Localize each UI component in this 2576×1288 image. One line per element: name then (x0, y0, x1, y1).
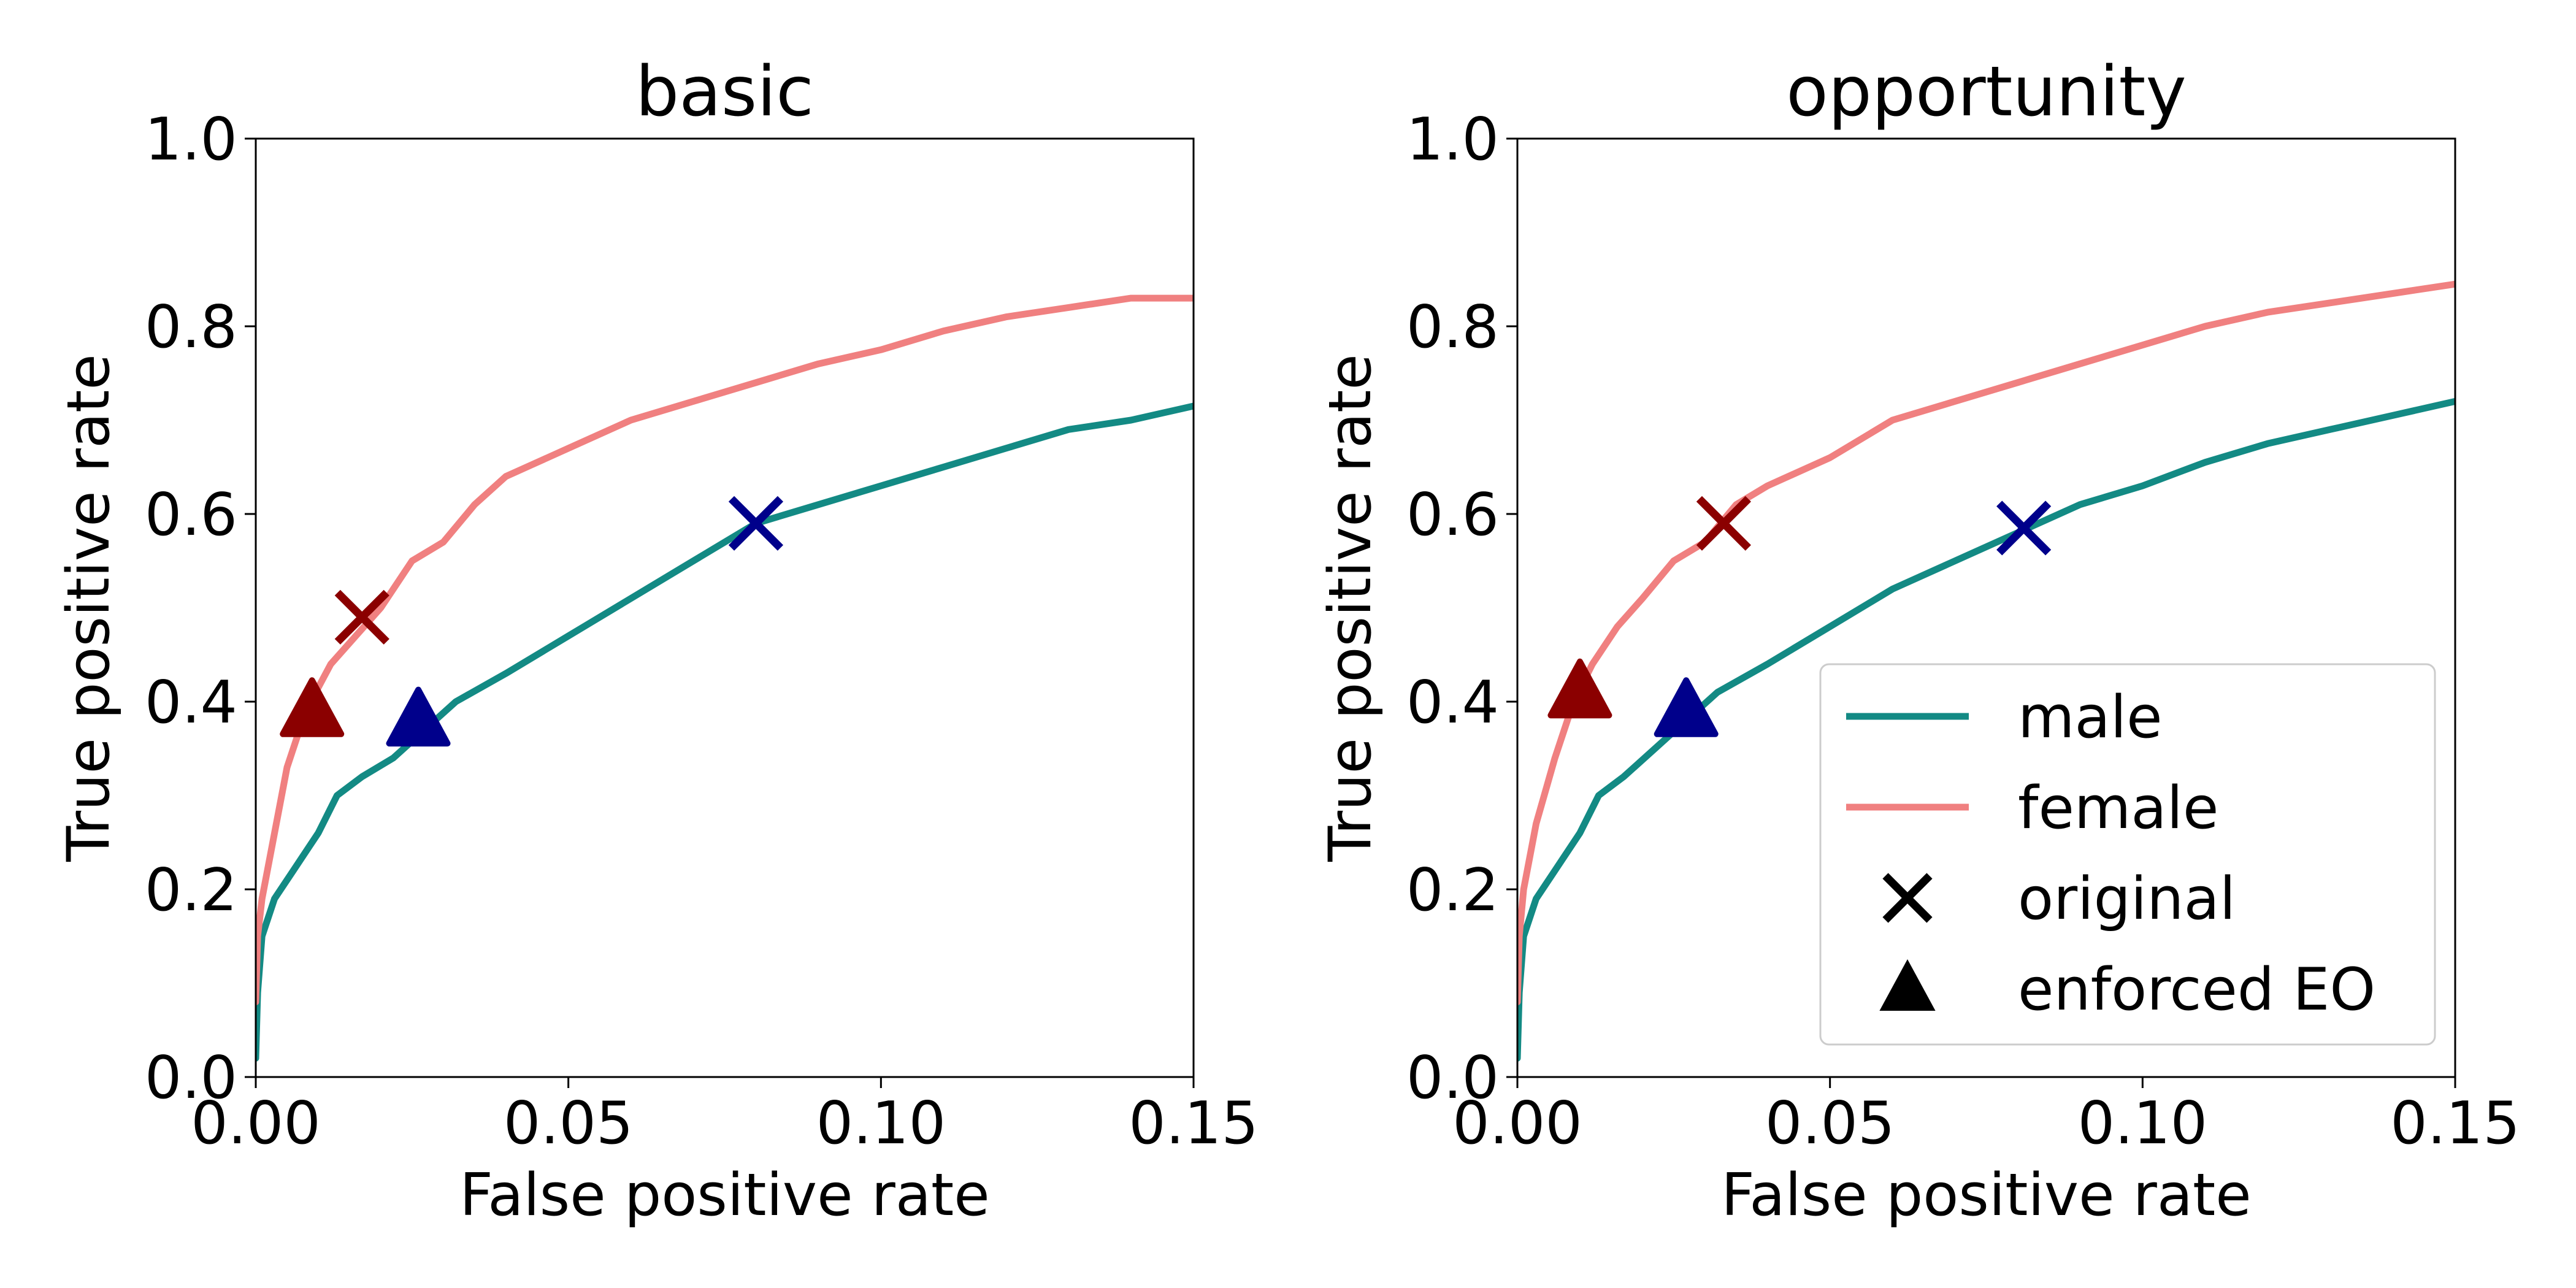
y-tick-label: 0.0 (1406, 1045, 1499, 1112)
y-tick-label: 0.8 (145, 294, 237, 361)
y-tick-label: 0.0 (145, 1045, 237, 1112)
marker-stroke (1696, 496, 1751, 551)
marker-original-female (1696, 496, 1751, 551)
axes-frame (255, 137, 1195, 1078)
chart-panel-1: 0.00 0.05 0.10 0.15 0.0 0.2 0.4 0.6 0.8 1.0 opport… (1317, 52, 2520, 1229)
y-tick-label: 1.0 (145, 106, 237, 174)
legend-box (1819, 663, 2436, 1046)
x-axis-label: False positive rate (1721, 1162, 2251, 1229)
x-tick-label: 0.00 (191, 1090, 321, 1157)
legend-swatch-triangle (1879, 959, 1936, 1011)
y-tick-label: 0.4 (145, 669, 237, 737)
chart-panel-0: 0.00 0.05 0.10 0.15 0.0 0.2 0.4 0.6 0.8 1.0 basic F… (55, 52, 1259, 1229)
x-axis-label: False positive rate (459, 1162, 989, 1229)
marker-stroke (728, 496, 784, 551)
x-tick-label: 0.15 (1129, 1090, 1259, 1157)
series-line-male (256, 402, 1194, 1062)
series-line-female (256, 294, 1194, 1006)
marker-stroke (1882, 873, 1933, 923)
legend-label-enforced-eo: enforced EO (2018, 956, 2375, 1024)
axes-frame (1516, 137, 2456, 1078)
marker-stroke (1996, 500, 2052, 556)
chart-title: opportunity (1786, 52, 2186, 132)
y-tick-label: 0.6 (145, 481, 237, 549)
legend-label-original: original (2018, 865, 2236, 933)
y-tick-label: 1.0 (1406, 106, 1499, 174)
marker-original-male (1996, 500, 2052, 556)
series-line-male (1517, 397, 2455, 1062)
y-tick-label: 0.4 (1406, 669, 1499, 737)
y-axis-label: True positive rate (55, 354, 123, 862)
x-tick-label: 0.05 (1765, 1090, 1895, 1157)
marker-enforced-eo-female (1547, 658, 1612, 719)
y-tick-label: 0.6 (1406, 481, 1499, 549)
legend-swatch-x (1882, 873, 1933, 923)
y-tick-label: 0.2 (145, 857, 237, 924)
y-tick-label: 0.2 (1406, 857, 1499, 924)
y-axis-label: True positive rate (1317, 354, 1384, 862)
marker-original-male (728, 496, 784, 551)
chart-title: basic (635, 52, 814, 132)
series-line-female (1517, 280, 2455, 1006)
x-tick-label: 0.10 (816, 1090, 946, 1157)
marker-enforced-eo-male (1654, 677, 1719, 737)
y-tick-label: 0.8 (1406, 294, 1499, 361)
x-tick-label: 0.15 (2390, 1090, 2520, 1157)
x-tick-label: 0.10 (2078, 1090, 2208, 1157)
legend: male female original enforced EO (1819, 663, 2436, 1046)
marker-stroke (334, 589, 389, 645)
marker-enforced-eo-male (386, 686, 451, 747)
x-tick-label: 0.05 (504, 1090, 634, 1157)
marker-original-female (334, 589, 389, 645)
legend-label-female: female (2018, 775, 2219, 842)
marker-enforced-eo-female (280, 677, 345, 737)
x-tick-label: 0.00 (1452, 1090, 1582, 1157)
legend-label-male: male (2018, 684, 2163, 751)
